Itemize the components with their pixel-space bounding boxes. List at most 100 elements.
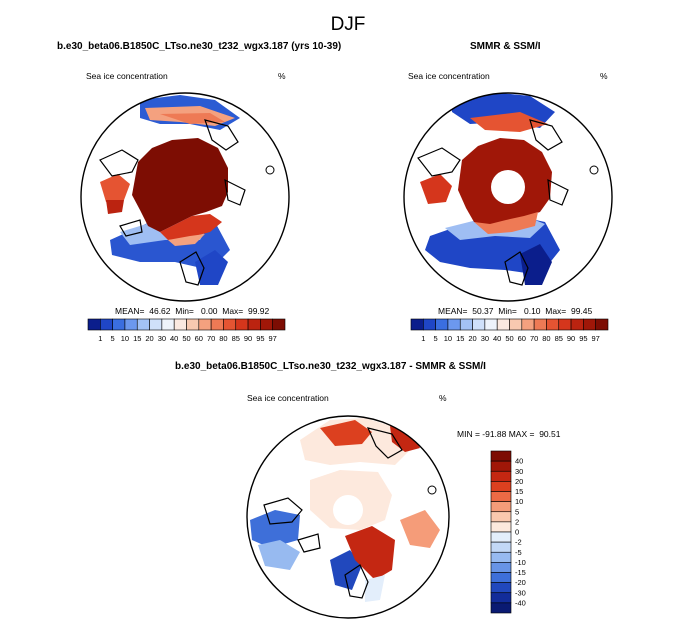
model-colorbar-swatch [161, 318, 175, 331]
obs-colorbar-tick-label: 20 [468, 334, 476, 343]
model-colorbar-tick-label: 60 [195, 334, 203, 343]
diff-colorbar-tick-label: 30 [515, 467, 523, 476]
diff-colorbar-swatch [490, 460, 512, 472]
model-colorbar-swatch [149, 318, 163, 331]
obs-colorbar: 1 5 10 15 20 30 40 50 60 70 80 85 90 95 97 [410, 318, 609, 343]
obs-colorbar-swatch [546, 318, 560, 331]
obs-colorbar-swatch [472, 318, 486, 331]
obs-colorbar-tick-label: 80 [542, 334, 550, 343]
obs-colorbar-tick-label: 1 [421, 334, 425, 343]
model-colorbar-tick-label: 20 [145, 334, 153, 343]
obs-colorbar-swatch [496, 318, 510, 331]
diff-colorbar-swatch [490, 531, 512, 543]
obs-colorbar-swatch [558, 318, 572, 331]
obs-colorbar-swatch [583, 318, 596, 331]
model-colorbar-swatch [198, 318, 212, 331]
model-colorbar-swatch [235, 318, 249, 331]
model-colorbar-tick-label: 30 [158, 334, 166, 343]
diff-colorbar-tick-label: -30 [515, 588, 526, 597]
obs-pole-hole [491, 170, 525, 204]
diff-units-label: % [439, 393, 447, 403]
model-colorbar-tick-label: 50 [182, 334, 190, 343]
obs-colorbar-tick-label: 60 [518, 334, 526, 343]
model-colorbar-swatch [210, 318, 224, 331]
obs-colorbar-tick-label: 30 [481, 334, 489, 343]
diff-stats: MIN = -91.88 MAX = 90.51 [457, 429, 561, 439]
model-colorbar-swatch [136, 318, 150, 331]
diff-colorbar-swatch [490, 592, 512, 604]
obs-variable-label: Sea ice concentration [408, 71, 490, 81]
model-colorbar-tick-label: 5 [111, 334, 115, 343]
obs-stats: MEAN= 50.37 Min= 0.10 Max= 99.45 [438, 306, 593, 316]
model-colorbar-tick-label: 90 [244, 334, 252, 343]
model-colorbar-tick-label: 95 [256, 334, 264, 343]
diff-colorbar-tick-label: -20 [515, 578, 526, 587]
model-colorbar-tick-label: 80 [219, 334, 227, 343]
diff-colorbar-swatch [490, 541, 512, 553]
diff-colorbar-tick-label: 15 [515, 487, 523, 496]
diff-colorbar-tick-label: 2 [515, 517, 519, 526]
obs-panel-title: SMMR & SSM/I [470, 41, 541, 52]
obs-colorbar-tick-label: 50 [505, 334, 513, 343]
model-colorbar-swatch [100, 318, 113, 331]
model-colorbar-tick-label: 85 [232, 334, 240, 343]
obs-polar-map [403, 92, 613, 302]
diff-colorbar-swatch [490, 602, 512, 614]
obs-colorbar-swatch [533, 318, 547, 331]
diff-colorbar-swatch [490, 450, 512, 462]
diff-colorbar-tick-label: -15 [515, 568, 526, 577]
model-colorbar-swatch [272, 318, 286, 331]
diff-colorbar-swatch [490, 470, 512, 482]
model-colorbar-tick-label: 15 [133, 334, 141, 343]
model-colorbar: 1 5 10 15 20 30 40 50 60 70 80 85 90 95 97 [87, 318, 286, 343]
model-colorbar-tick-label: 40 [170, 334, 178, 343]
diff-colorbar-swatch [490, 481, 512, 492]
obs-units-label: % [600, 71, 608, 81]
model-polar-map [80, 92, 290, 302]
diff-colorbar-tick-label: 0 [515, 528, 519, 537]
diff-colorbar-swatch [490, 551, 512, 563]
obs-colorbar-swatch [423, 318, 436, 331]
model-colorbar-tick-label: 97 [269, 334, 277, 343]
obs-colorbar-swatch [435, 318, 449, 331]
model-colorbar-swatch [247, 318, 261, 331]
diff-colorbar-tick-label: 5 [515, 507, 519, 516]
diff-colorbar-tick-label: -10 [515, 558, 526, 567]
diff-negative-region [330, 550, 362, 590]
diff-colorbar-swatch [490, 501, 512, 513]
obs-colorbar-swatch [595, 318, 609, 331]
diff-polar-map [246, 415, 450, 619]
obs-colorbar-tick-label: 90 [567, 334, 575, 343]
obs-colorbar-swatch [459, 318, 473, 331]
diff-variable-label: Sea ice concentration [247, 393, 329, 403]
model-stats: MEAN= 46.62 Min= 0.00 Max= 99.92 [115, 306, 270, 316]
obs-colorbar-tick-label: 95 [579, 334, 587, 343]
diff-colorbar-tick-label: 10 [515, 497, 523, 506]
model-arctic-pack-ice [132, 138, 228, 232]
obs-colorbar-tick-label: 15 [456, 334, 464, 343]
obs-colorbar-swatch [509, 318, 523, 331]
obs-colorbar-tick-label: 10 [444, 334, 452, 343]
diff-colorbar-swatch [490, 572, 512, 583]
diff-panel-title: b.e30_beta06.B1850C_LTso.ne30_t232_wgx3.… [175, 361, 486, 372]
diff-colorbar-tick-label: 40 [515, 457, 523, 466]
diff-colorbar-swatch [490, 521, 512, 533]
obs-colorbar-swatch [447, 318, 461, 331]
model-colorbar-swatch [112, 318, 126, 331]
model-colorbar-swatch [173, 318, 187, 331]
obs-colorbar-tick-label: 40 [493, 334, 501, 343]
diff-colorbar-swatch [490, 562, 512, 573]
diff-positive-region [320, 420, 372, 446]
obs-colorbar-swatch [521, 318, 535, 331]
model-colorbar-swatch [260, 318, 273, 331]
diff-colorbar-swatch [490, 511, 512, 523]
obs-colorbar-swatch [484, 318, 498, 331]
obs-colorbar-tick-label: 97 [592, 334, 600, 343]
model-colorbar-tick-label: 10 [121, 334, 129, 343]
model-colorbar-swatch [87, 318, 101, 331]
model-colorbar-tick-label: 1 [98, 334, 102, 343]
model-variable-label: Sea ice concentration [86, 71, 168, 81]
model-units-label: % [278, 71, 286, 81]
diff-colorbar-tick-label: -2 [515, 538, 522, 547]
